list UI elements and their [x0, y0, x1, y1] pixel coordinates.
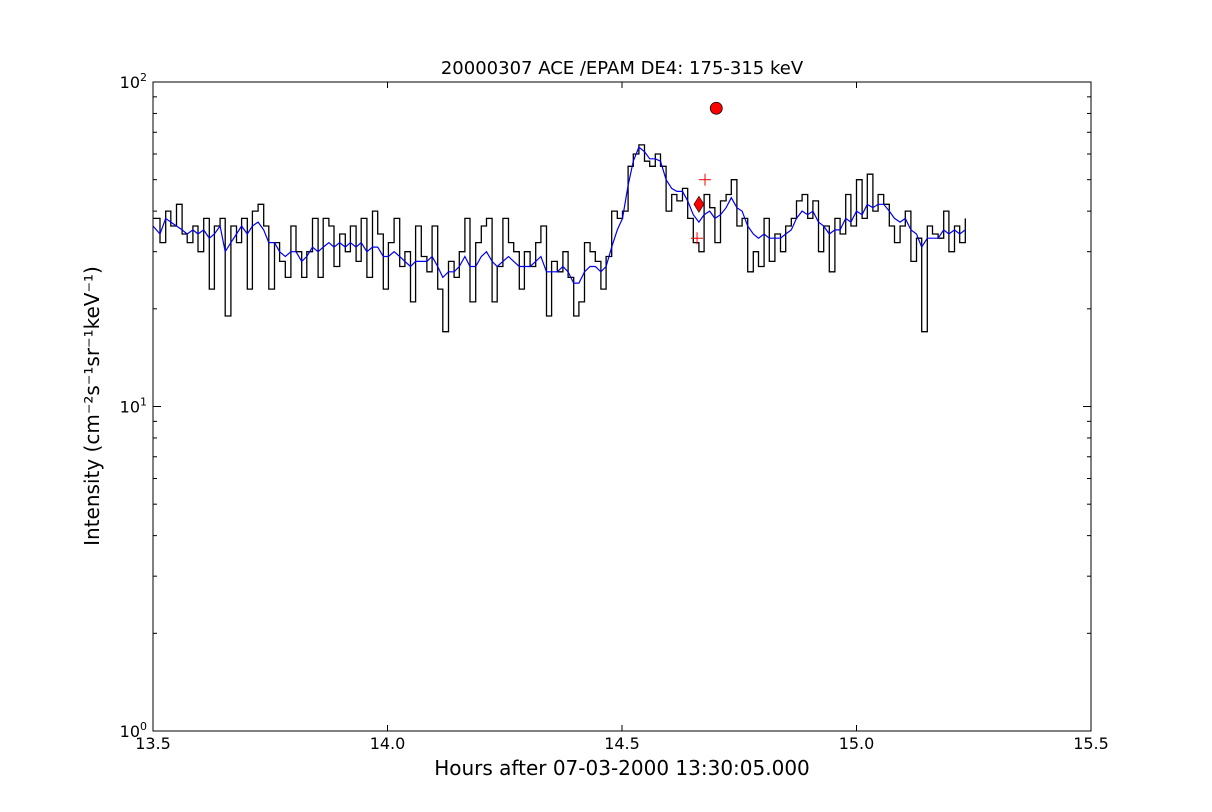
- x-tick-label: 14.0: [370, 734, 406, 753]
- marker-plus-3: [699, 173, 712, 186]
- y-tick-label: 101: [120, 396, 147, 417]
- series-layer: [152, 144, 966, 333]
- series-1-line: [153, 144, 966, 333]
- tick-layer: 13.5 14.0 14.5 15.0 15.5 100 101 102: [120, 71, 1109, 753]
- x-tick-label: 15.0: [839, 734, 875, 753]
- marker-plus-4: [691, 232, 704, 245]
- axes-frame: [152, 81, 1092, 732]
- y-tick-label: 102: [120, 71, 147, 92]
- x-tick-label: 13.5: [135, 734, 171, 753]
- x-axis-label: Hours after 07-03-2000 13:30:05.000: [434, 756, 810, 780]
- series-2-line: [152, 146, 966, 284]
- chart-title: 20000307 ACE /EPAM DE4: 175-315 keV: [441, 58, 804, 79]
- marker-circle-1: [709, 101, 723, 115]
- marker-diamond-2: [693, 195, 705, 213]
- x-tick-label: 15.5: [1073, 734, 1109, 753]
- marker-layer: [691, 101, 723, 245]
- y-axis-label: Intensity (cm⁻²s⁻¹sr⁻¹keV⁻¹): [80, 266, 104, 546]
- plot-area: [153, 82, 1091, 731]
- x-tick-label: 14.5: [604, 734, 640, 753]
- y-tick-label: 100: [120, 720, 147, 741]
